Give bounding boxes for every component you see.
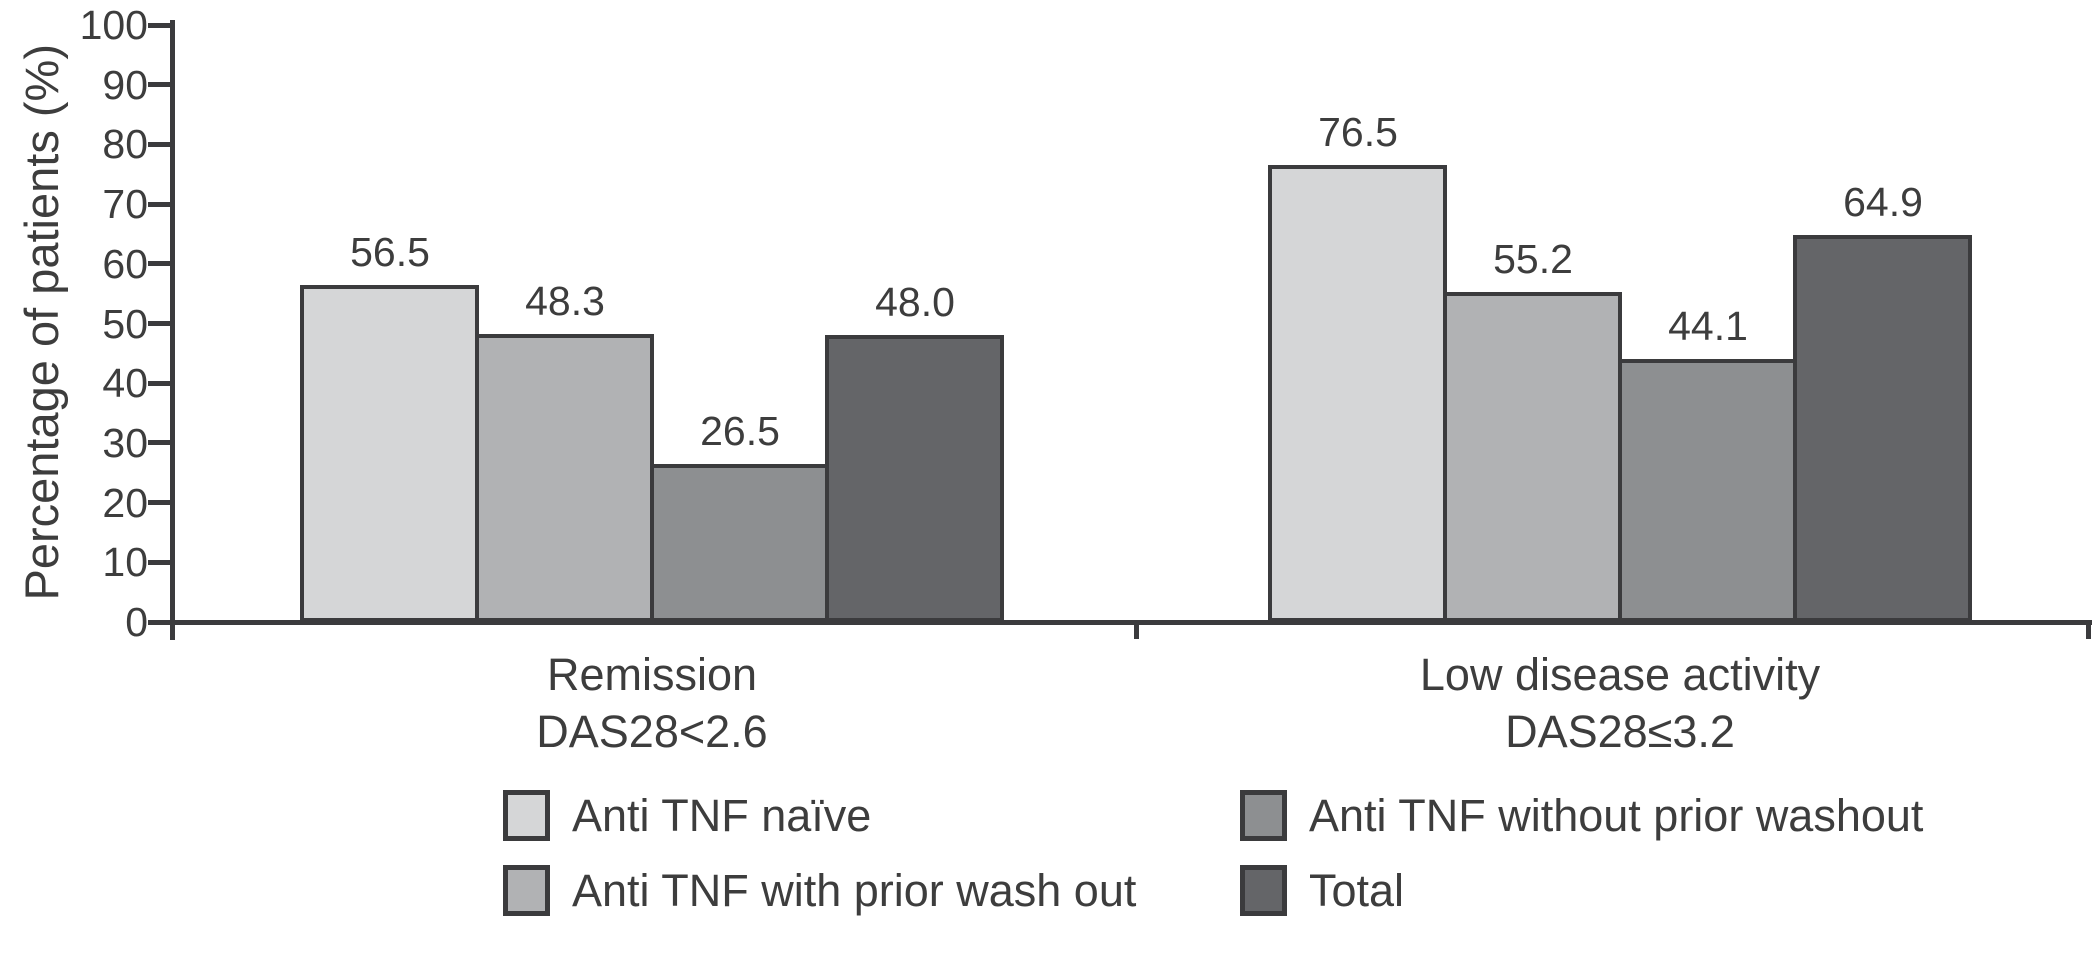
- y-tick-label: 0: [125, 599, 148, 645]
- category-label-group2: Low disease activity DAS28≤3.2: [1170, 646, 2070, 760]
- category-label-line: DAS28<2.6: [536, 706, 768, 757]
- bar-total-group2: [1793, 235, 1972, 622]
- bar-anti-tnf-with-prior-wash-out-group2: [1443, 292, 1622, 622]
- category-label-line: DAS28≤3.2: [1505, 706, 1735, 757]
- bar-value-label: 76.5: [1318, 109, 1398, 155]
- bar-anti-tnf-na-ve-group2: [1268, 165, 1447, 622]
- legend-swatch-anti-tnf-na-ve: [503, 790, 550, 841]
- y-tick-label: 50: [102, 301, 148, 347]
- bar-value-label: 64.9: [1843, 179, 1923, 225]
- x-axis-line: [170, 620, 2092, 625]
- y-tick-mark: [148, 620, 172, 625]
- y-tick-mark: [148, 82, 172, 87]
- y-tick-label: 90: [102, 62, 148, 108]
- legend-label: Total: [1309, 865, 1405, 916]
- legend-label: Anti TNF without prior washout: [1309, 790, 1924, 841]
- y-tick-label: 10: [102, 539, 148, 585]
- y-tick-mark: [148, 440, 172, 445]
- bar-anti-tnf-na-ve-group1: [300, 285, 479, 622]
- legend-label: Anti TNF naïve: [572, 790, 872, 841]
- bar-total-group1: [825, 335, 1004, 622]
- legend-swatch-anti-tnf-with-prior-wash-out: [503, 865, 550, 916]
- legend-swatch-anti-tnf-without-prior-washout: [1240, 790, 1287, 841]
- y-tick-label: 100: [79, 2, 148, 48]
- bar-value-label: 48.3: [525, 278, 605, 324]
- legend-label: Anti TNF with prior wash out: [572, 865, 1137, 916]
- y-tick-label: 70: [102, 181, 148, 227]
- bar-value-label: 48.0: [875, 279, 955, 325]
- bar-value-label: 56.5: [350, 229, 430, 275]
- y-tick-mark: [148, 23, 172, 28]
- y-tick-mark: [148, 560, 172, 565]
- x-tick-mark: [1134, 622, 1139, 639]
- y-tick-mark: [148, 500, 172, 505]
- bar-value-label: 44.1: [1668, 303, 1748, 349]
- x-tick-mark: [2086, 622, 2091, 639]
- bar-value-label: 55.2: [1493, 236, 1573, 282]
- y-tick-mark: [148, 321, 172, 326]
- y-tick-label: 20: [102, 480, 148, 526]
- y-tick-mark: [148, 261, 172, 266]
- bar-value-label: 26.5: [700, 408, 780, 454]
- y-tick-mark: [148, 202, 172, 207]
- y-tick-mark: [148, 381, 172, 386]
- bar-anti-tnf-without-prior-washout-group1: [650, 464, 829, 622]
- category-label-line: Low disease activity: [1419, 649, 1821, 700]
- category-label-line: Remission: [546, 649, 758, 700]
- bar-anti-tnf-with-prior-wash-out-group1: [475, 334, 654, 622]
- y-tick-label: 30: [102, 420, 148, 466]
- category-label-group1: Remission DAS28<2.6: [202, 646, 1102, 760]
- y-tick-mark: [148, 142, 172, 147]
- y-axis-line: [170, 20, 175, 640]
- y-tick-label: 80: [102, 121, 148, 167]
- y-tick-label: 60: [102, 241, 148, 287]
- bar-anti-tnf-without-prior-washout-group2: [1618, 359, 1797, 622]
- legend-swatch-total: [1240, 865, 1287, 916]
- y-tick-label: 40: [102, 360, 148, 406]
